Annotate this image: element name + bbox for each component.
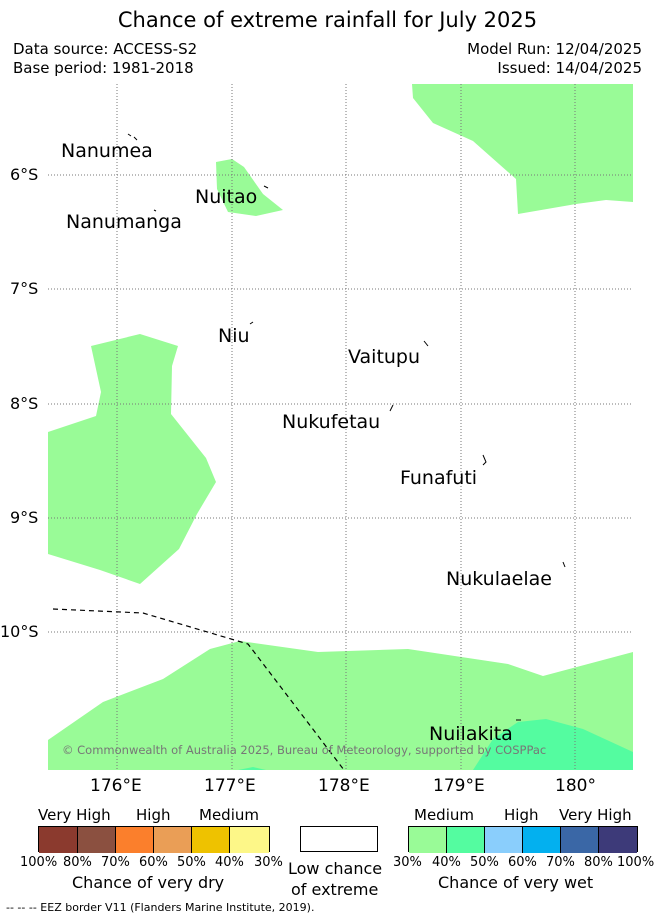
wet-area-south [48, 641, 633, 770]
islands [127, 133, 566, 721]
map-area[interactable]: © Commonwealth of Australia 2025, Bureau… [48, 84, 633, 770]
dry-swatch-5 [192, 827, 230, 853]
dry-caption: Chance of very dry [72, 873, 225, 892]
place-vaitupu: Vaitupu [348, 346, 421, 368]
lon-label-178e: 178°E [318, 776, 370, 796]
lat-label-7s: 7°S [10, 279, 39, 298]
wet-caption: Chance of very wet [438, 873, 594, 892]
lon-label-179e: 179°E [433, 776, 485, 796]
dry-tick-100: 100% [20, 855, 58, 870]
wet-very-high-label: Very High [559, 806, 632, 824]
gridlines [48, 84, 633, 770]
dry-tick-70: 70% [101, 855, 130, 870]
place-nanumanga: Nanumanga [66, 211, 182, 233]
low-chance-line2: of extreme [291, 880, 379, 899]
dry-swatch-2 [78, 827, 116, 853]
lat-label-10s: 10°S [0, 622, 39, 641]
dry-tick-50: 50% [177, 855, 206, 870]
data-source: Data source: ACCESS-S2 [13, 40, 198, 58]
wet-tick-100: 100% [617, 855, 655, 870]
dry-tick-60: 60% [139, 855, 168, 870]
lon-label-180: 180° [555, 776, 596, 796]
place-nuitao: Nuitao [195, 186, 258, 208]
place-niu: Niu [218, 325, 250, 347]
eez-note: -- -- -- EEZ border V11 (Flanders Marine… [6, 901, 315, 914]
wet-swatch-4 [523, 827, 561, 853]
lon-label-177e: 177°E [204, 776, 256, 796]
base-period: Base period: 1981-2018 [13, 59, 194, 77]
wet-area-south-higher-small [238, 767, 266, 770]
place-nuilakita: Nuilakita [429, 723, 513, 745]
dry-swatch-1 [39, 827, 78, 853]
wet-medium-label: Medium [414, 806, 474, 824]
model-run: Model Run: 12/04/2025 [467, 40, 642, 58]
eez-border [52, 608, 345, 770]
lon-label-176e: 176°E [90, 776, 142, 796]
wet-area-nuitao [216, 159, 283, 216]
wet-swatch-6 [599, 827, 637, 853]
wet-area-west [48, 334, 216, 584]
wet-high-label: High [504, 806, 539, 824]
wet-tick-70: 70% [546, 855, 575, 870]
wet-swatch-5 [561, 827, 599, 853]
dry-swatch-6 [230, 827, 269, 853]
low-chance-swatch [300, 826, 378, 852]
low-chance-line1: Low chance [288, 859, 383, 878]
wet-tick-30: 30% [393, 855, 422, 870]
lat-label-8s: 8°S [10, 394, 39, 413]
dry-high-label: High [136, 806, 171, 824]
wet-colorbar [408, 826, 638, 853]
dry-medium-label: Medium [199, 806, 259, 824]
lat-label-9s: 9°S [10, 508, 39, 527]
place-nukufetau: Nukufetau [282, 411, 381, 433]
wet-swatch-3 [485, 827, 523, 853]
wet-tick-80: 80% [584, 855, 613, 870]
lat-label-6s: 6°S [10, 165, 39, 184]
dry-tick-30: 30% [254, 855, 283, 870]
dry-swatch-3 [116, 827, 154, 853]
map-canvas [48, 84, 633, 770]
copyright-notice: © Commonwealth of Australia 2025, Bureau… [62, 743, 547, 757]
wet-area-south-higher [473, 719, 633, 770]
wet-tick-40: 40% [432, 855, 461, 870]
dry-tick-40: 40% [215, 855, 244, 870]
wet-tick-50: 50% [470, 855, 499, 870]
wet-tick-60: 60% [508, 855, 537, 870]
dry-tick-80: 80% [63, 855, 92, 870]
map-title: Chance of extreme rainfall for July 2025 [117, 8, 538, 32]
dry-swatch-4 [154, 827, 192, 853]
dry-very-high-label: Very High [38, 806, 111, 824]
wet-swatch-1 [409, 827, 447, 853]
place-nanumea: Nanumea [61, 140, 153, 162]
dry-colorbar [38, 826, 270, 853]
wet-area-northeast [412, 84, 633, 214]
issued-date: Issued: 14/04/2025 [497, 59, 642, 77]
place-funafuti: Funafuti [400, 467, 478, 489]
place-nukulaelae: Nukulaelae [446, 568, 552, 590]
wet-swatch-2 [447, 827, 485, 853]
